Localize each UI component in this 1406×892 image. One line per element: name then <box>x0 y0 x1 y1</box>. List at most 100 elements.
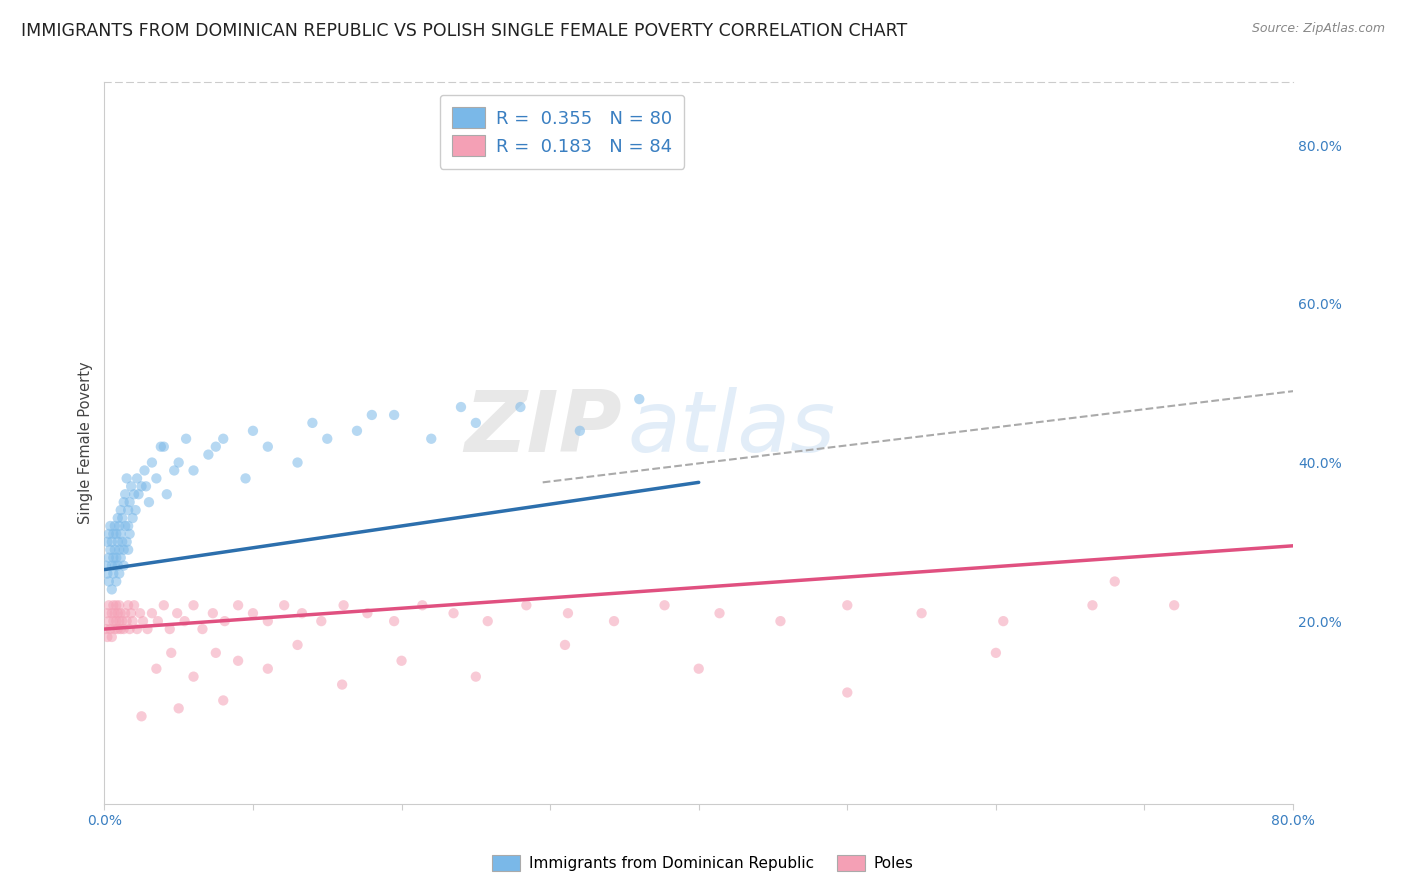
Point <box>129 606 152 620</box>
Point <box>477 614 499 628</box>
Point <box>256 440 278 454</box>
Point <box>628 392 651 406</box>
Point <box>124 503 146 517</box>
Point <box>111 614 134 628</box>
Point <box>167 701 190 715</box>
Point <box>118 622 141 636</box>
Point <box>94 558 117 573</box>
Point <box>226 599 249 613</box>
Point <box>115 471 138 485</box>
Point <box>382 614 405 628</box>
Point <box>125 471 148 485</box>
Point <box>464 670 486 684</box>
Point <box>112 558 135 573</box>
Point <box>450 400 472 414</box>
Point <box>173 614 195 628</box>
Point <box>256 614 278 628</box>
Point <box>360 408 382 422</box>
Y-axis label: Single Female Poverty: Single Female Poverty <box>79 361 93 524</box>
Point <box>201 606 224 620</box>
Point <box>316 432 339 446</box>
Text: Source: ZipAtlas.com: Source: ZipAtlas.com <box>1251 22 1385 36</box>
Point <box>97 550 120 565</box>
Point <box>121 614 143 628</box>
Point <box>346 424 368 438</box>
Point <box>122 599 145 613</box>
Point <box>107 511 129 525</box>
Point <box>96 566 118 581</box>
Point <box>115 614 138 628</box>
Point <box>105 550 128 565</box>
Point <box>204 440 226 454</box>
Point <box>108 566 131 581</box>
Point <box>114 519 136 533</box>
Point <box>98 622 121 636</box>
Point <box>103 550 125 565</box>
Point <box>120 479 142 493</box>
Point <box>145 662 167 676</box>
Point <box>557 606 579 620</box>
Legend: Immigrants from Dominican Republic, Poles: Immigrants from Dominican Republic, Pole… <box>486 849 920 877</box>
Point <box>105 527 128 541</box>
Point <box>174 432 197 446</box>
Point <box>330 677 353 691</box>
Point <box>104 519 127 533</box>
Point <box>110 550 132 565</box>
Point <box>107 606 129 620</box>
Point <box>96 606 118 620</box>
Point <box>134 463 156 477</box>
Point <box>256 662 278 676</box>
Point <box>117 519 139 533</box>
Point <box>837 599 859 613</box>
Point <box>131 479 153 493</box>
Point <box>110 503 132 517</box>
Point <box>141 606 163 620</box>
Point <box>156 487 179 501</box>
Point <box>515 599 537 613</box>
Point <box>107 558 129 573</box>
Point <box>121 511 143 525</box>
Point <box>112 542 135 557</box>
Point <box>837 685 859 699</box>
Text: IMMIGRANTS FROM DOMINICAN REPUBLIC VS POLISH SINGLE FEMALE POVERTY CORRELATION C: IMMIGRANTS FROM DOMINICAN REPUBLIC VS PO… <box>21 22 907 40</box>
Point <box>420 432 443 446</box>
Point <box>204 646 226 660</box>
Point <box>97 574 120 589</box>
Point <box>311 614 333 628</box>
Point <box>391 654 413 668</box>
Point <box>108 614 131 628</box>
Point <box>301 416 323 430</box>
Point <box>105 599 128 613</box>
Point <box>242 424 264 438</box>
Point <box>160 646 183 660</box>
Point <box>568 424 591 438</box>
Point <box>105 614 128 628</box>
Legend: R =  0.355   N = 80, R =  0.183   N = 84: R = 0.355 N = 80, R = 0.183 N = 84 <box>440 95 685 169</box>
Point <box>101 534 124 549</box>
Point <box>411 599 433 613</box>
Point <box>183 599 205 613</box>
Point <box>709 606 731 620</box>
Point <box>117 599 139 613</box>
Point <box>110 527 132 541</box>
Point <box>104 558 127 573</box>
Point <box>103 614 125 628</box>
Point <box>212 693 235 707</box>
Point <box>97 614 120 628</box>
Point <box>603 614 626 628</box>
Point <box>118 527 141 541</box>
Point <box>114 487 136 501</box>
Point <box>554 638 576 652</box>
Point <box>101 606 124 620</box>
Point <box>163 463 186 477</box>
Point <box>105 574 128 589</box>
Point <box>96 630 118 644</box>
Point <box>117 503 139 517</box>
Point <box>101 582 124 597</box>
Point <box>104 542 127 557</box>
Point <box>1163 599 1185 613</box>
Point <box>1104 574 1126 589</box>
Point <box>149 440 172 454</box>
Point <box>115 534 138 549</box>
Point <box>103 527 125 541</box>
